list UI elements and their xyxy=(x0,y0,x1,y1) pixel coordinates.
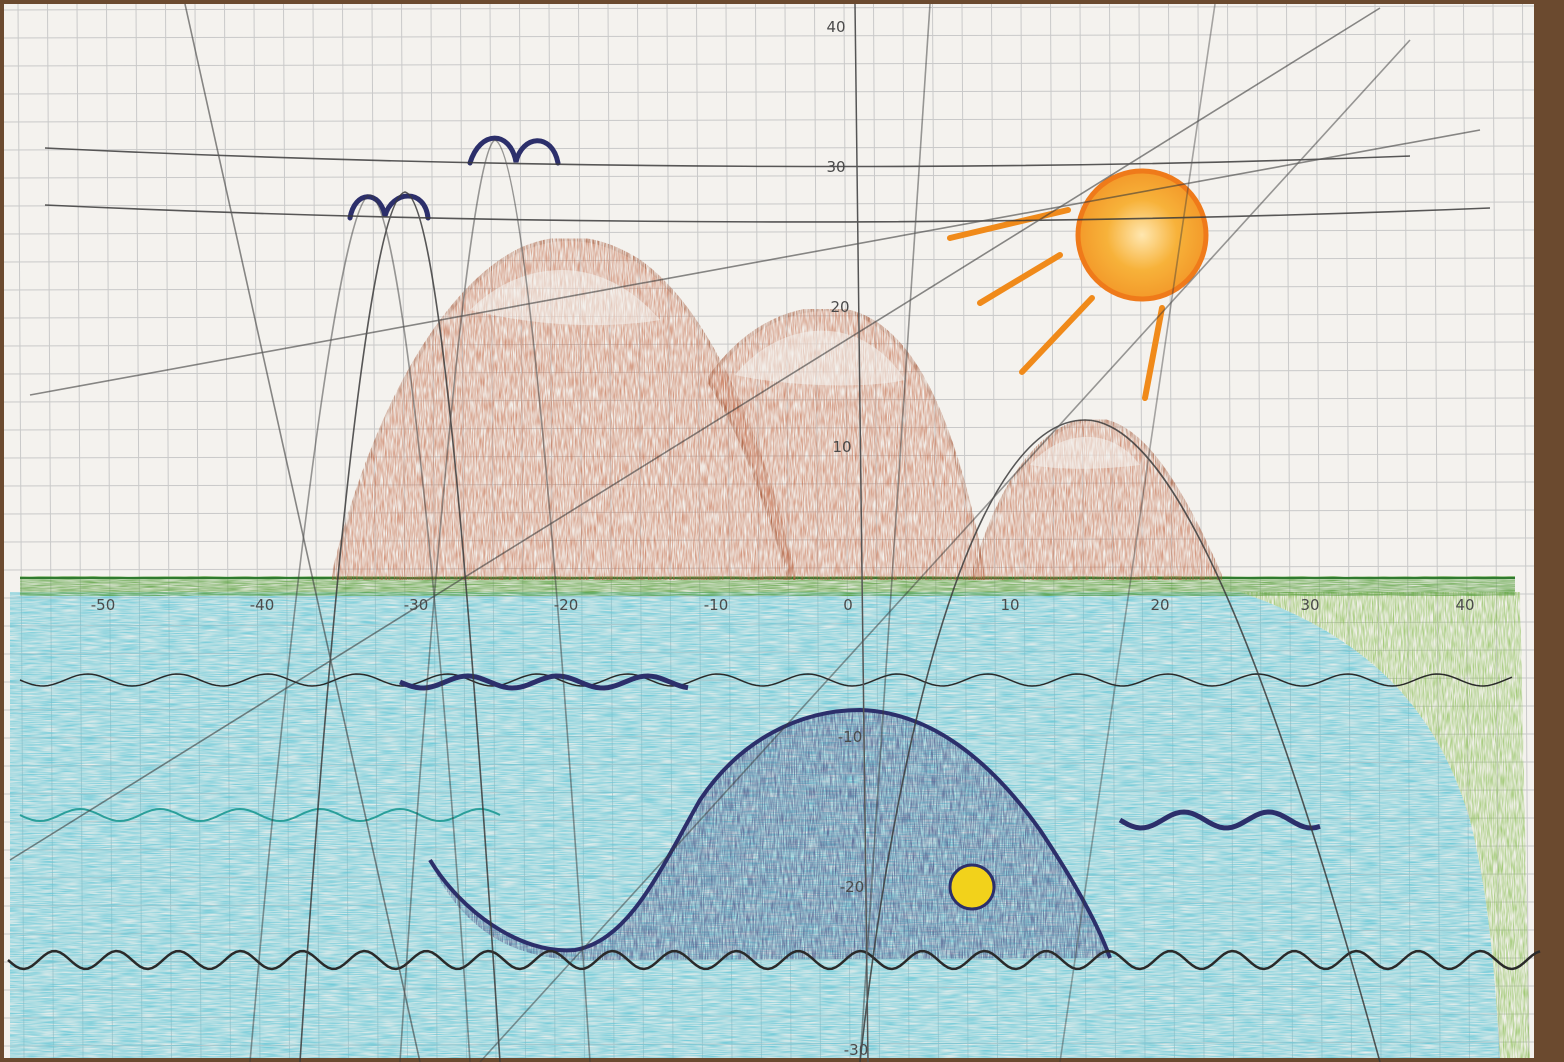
x-tick-label: 10 xyxy=(1000,596,1019,614)
y-axis-ticks: 40 30 20 10 -10 -20 -30 xyxy=(826,18,868,1059)
construction-lines xyxy=(9,3,1491,1062)
grass-field xyxy=(1240,592,1530,1058)
sun-ray-3 xyxy=(1019,295,1095,375)
x-tick-label: 40 xyxy=(1455,596,1474,614)
wave-right xyxy=(1118,809,1321,831)
mountains xyxy=(329,236,1226,582)
x-tick-label: 30 xyxy=(1300,596,1319,614)
line-diag-sun-2 xyxy=(479,39,1411,1062)
y-tick-label: 30 xyxy=(826,158,845,176)
x-axis-ticks: -50 -40 -30 -20 -10 0 10 20 30 40 xyxy=(91,596,1475,614)
sun xyxy=(947,168,1209,401)
grid-line-horizontal xyxy=(3,117,1535,123)
snow-cap-right xyxy=(1030,436,1140,469)
grid-line-horizontal xyxy=(3,173,1535,179)
x-tick-label: -30 xyxy=(404,596,429,614)
wave-middle xyxy=(19,807,501,823)
line-steep-left xyxy=(184,3,421,1062)
bird-right xyxy=(467,135,561,166)
line-horiz-high xyxy=(44,147,1411,168)
line-steep-mid xyxy=(859,3,931,1062)
wave-top-bold xyxy=(399,673,689,691)
sun-ray-2 xyxy=(977,252,1063,306)
grid-line-horizontal xyxy=(3,229,1535,235)
y-tick-label: 40 xyxy=(826,18,845,36)
parabola-right-inverted xyxy=(859,419,1381,1062)
whale-outline xyxy=(428,707,1112,959)
x-tick-label: -40 xyxy=(250,596,275,614)
line-steep-right xyxy=(1059,3,1216,1062)
x-tick-label: -10 xyxy=(704,596,729,614)
x-tick-label: 20 xyxy=(1150,596,1169,614)
wave-bottom xyxy=(7,949,1541,971)
grid-line-horizontal xyxy=(3,61,1535,67)
y-axis xyxy=(854,3,869,1062)
sun-ray-4 xyxy=(1142,305,1165,401)
line-horiz-low xyxy=(44,204,1491,223)
grid-line-horizontal xyxy=(3,145,1535,151)
x-tick-label: -50 xyxy=(91,596,116,614)
x-tick-label: 0 xyxy=(843,596,853,614)
whale-body xyxy=(430,710,1110,961)
table-edge xyxy=(1534,0,1564,1062)
birds xyxy=(347,135,561,221)
grid-line-horizontal xyxy=(3,89,1535,95)
parabola-tall-left xyxy=(299,191,501,1062)
x-tick-label: -20 xyxy=(554,596,579,614)
waves xyxy=(7,673,1541,971)
grid-line-vertical xyxy=(1522,3,1529,1059)
whale-eye xyxy=(948,863,996,911)
grid-line-horizontal xyxy=(3,33,1535,39)
snow-cap-middle xyxy=(735,330,905,386)
parabola-left-mid xyxy=(399,139,591,1062)
wave-top xyxy=(19,673,1513,687)
parabola-tall-left-2 xyxy=(249,194,471,1062)
line-diag-long xyxy=(9,7,1381,861)
y-tick-label: -20 xyxy=(840,878,865,896)
grid-line-horizontal xyxy=(3,313,1535,319)
y-tick-label: -30 xyxy=(844,1041,869,1059)
sun-disc xyxy=(1075,168,1209,302)
y-tick-label: 20 xyxy=(830,298,849,316)
line-diag-sun xyxy=(29,129,1481,396)
bird-left xyxy=(347,193,431,221)
y-tick-label: 10 xyxy=(832,438,851,456)
grid-line-horizontal xyxy=(3,5,1535,11)
y-tick-label: -10 xyxy=(838,728,863,746)
grid-line-horizontal xyxy=(3,201,1535,207)
grid-line-horizontal xyxy=(3,285,1535,291)
